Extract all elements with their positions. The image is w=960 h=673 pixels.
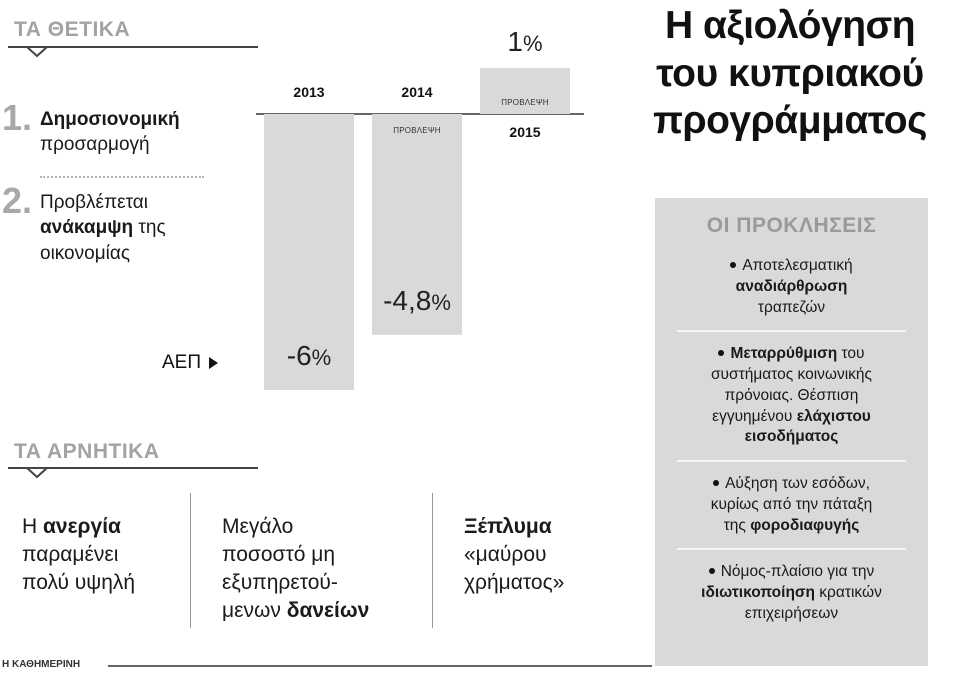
year-label-2015: 2015 <box>509 124 541 140</box>
challenge-2-line2: συστήματος κοινωνικής <box>710 366 873 384</box>
gdp-label-text: ΑΕΠ <box>162 352 202 373</box>
value-label-2013: -6% <box>286 340 332 371</box>
positive-1-number: 1. <box>2 97 33 138</box>
bar-2013 <box>264 114 354 390</box>
gdp-chart: 2013 -6% 2014 ΠΡΟΒΛΕΨΗ -4,8% 2015 ΠΡΟΒΛΕΨΗ 1% <box>256 26 606 400</box>
challenge-4-line3: επιχειρήσεων <box>744 604 839 622</box>
title-line3: προγράμματος <box>653 99 927 143</box>
negative-2-line3: εξυπηρετού- <box>222 570 338 594</box>
year-label-2014: 2014 <box>401 84 433 100</box>
negative-1-bold: ανεργία <box>43 515 121 538</box>
bullet-icon <box>718 350 725 357</box>
negative-2-line4-pre: μενων <box>222 598 287 622</box>
negative-3: Ξέπλυμα «μαύρου χρήματος» <box>464 513 564 597</box>
negative-3-line3: χρήματος» <box>464 570 565 594</box>
challenge-2-line4-pre: εγγυημένου <box>712 407 797 425</box>
positives-notch <box>26 46 48 58</box>
negative-1-pre: Η <box>22 515 43 538</box>
positive-1-rest: προσαρμογή <box>40 134 150 156</box>
negatives-separator-2 <box>432 493 433 628</box>
challenge-2-line5-bold: εισοδήματος <box>744 428 839 446</box>
challenge-2-bold1: Μεταρρύθμιση <box>730 345 838 363</box>
positive-2-text: Προβλέπεται ανάκαμψη της οικονομίας <box>40 190 166 266</box>
challenge-3-line2: κυρίως από την πάταξη <box>710 495 873 513</box>
bullet-icon <box>730 261 737 268</box>
challenge-1-bold: αναδιάρθρωση <box>735 277 848 295</box>
positives-divider <box>8 46 258 48</box>
negative-2: Μεγάλο ποσοστό μη εξυπηρετού- μενων δανε… <box>222 513 369 625</box>
challenge-3-line3-pre: της <box>723 516 751 534</box>
negative-1-line3: πολύ υψηλή <box>22 570 136 594</box>
challenge-4-bold: ιδιωτικοποίηση <box>701 584 815 602</box>
negative-3-line2: «μαύρου <box>464 542 547 566</box>
challenge-2-line4-bold: ελάχιστου <box>796 407 871 425</box>
negatives-notch <box>26 467 48 479</box>
negative-3-bold: Ξέπλυμα <box>464 515 552 538</box>
value-label-2014: -4,8% <box>383 284 451 316</box>
challenge-2-line3: πρόνοιας. Θέσπιση <box>724 386 859 404</box>
challenges-separator <box>677 460 906 463</box>
bullet-icon <box>708 568 715 575</box>
negatives-title: ΤΑ ΑΡΝΗΤΙΚΑ <box>14 440 160 463</box>
challenge-4-line2-rest: κρατικών <box>815 584 882 602</box>
positive-2-line1: Προβλέπεται <box>40 192 149 213</box>
negative-1-line2: παραμένει <box>22 542 119 566</box>
challenges-title: ΟΙ ΠΡΟΚΛΗΣΕΙΣ <box>706 214 877 237</box>
positive-2-number: 2. <box>2 180 33 221</box>
challenge-3-line1: Αύξηση των εσόδων, <box>725 475 870 493</box>
positives-title: ΤΑ ΘΕΤΙΚΑ <box>14 18 131 41</box>
negative-2-bold: δανείων <box>286 598 370 622</box>
positive-2-bold: ανάκαμψη <box>40 217 134 239</box>
challenge-4: Νόμος-πλαίσιο για την ιδιωτικοποίηση κρα… <box>655 562 928 624</box>
bar-2015 <box>480 68 570 114</box>
bar-2014 <box>372 114 462 335</box>
title-line1: Η αξιολόγηση <box>664 4 916 47</box>
negative-1: Η ανεργία παραμένει πολύ υψηλή <box>22 513 135 597</box>
challenges-separator <box>677 548 906 551</box>
positive-2-line3: οικονομίας <box>40 242 130 264</box>
negatives-divider <box>8 467 258 469</box>
page-title: Η αξιολόγηση του κυπριακού προγράμματος <box>630 2 950 145</box>
challenges-separator <box>677 330 906 333</box>
negatives-separator-1 <box>190 493 191 628</box>
gdp-chart-bars <box>256 68 584 390</box>
footer-line <box>108 665 652 667</box>
value-label-2015: 1% <box>507 26 543 57</box>
challenge-3: Αύξηση των εσόδων, κυρίως από την πάταξη… <box>655 474 928 536</box>
challenges-panel: ΟΙ ΠΡΟΚΛΗΣΕΙΣ Αποτελεσματική αναδιάρθρωσ… <box>655 198 928 666</box>
negative-2-line1: Μεγάλο <box>222 515 294 538</box>
challenge-3-bold: φοροδιαφυγής <box>750 516 860 534</box>
forecast-label-2014: ΠΡΟΒΛΕΨΗ <box>393 126 441 135</box>
challenge-1: Αποτελεσματική αναδιάρθρωση τραπεζών <box>655 256 928 318</box>
challenge-4-line1: Νόμος-πλαίσιο για την <box>720 563 875 581</box>
positive-1-bold: Δημοσιονομική <box>40 109 180 130</box>
positive-2-inline: της <box>133 217 166 239</box>
negative-2-line2: ποσοστό μη <box>222 542 336 566</box>
challenge-1-line1: Αποτελεσματική <box>742 257 853 274</box>
challenge-1-line3: τραπεζών <box>757 298 826 316</box>
bullet-icon <box>713 480 720 487</box>
title-line2: του κυπριακού <box>656 51 924 95</box>
positive-1-text: Δημοσιονομική προσαρμογή <box>40 107 180 158</box>
triangle-right-icon <box>209 357 219 369</box>
year-label-2013: 2013 <box>293 84 325 100</box>
challenge-2: Μεταρρύθμιση του συστήματος κοινωνικής π… <box>655 344 928 448</box>
gdp-label: ΑΕΠ <box>162 352 219 374</box>
forecast-label-2015: ΠΡΟΒΛΕΨΗ <box>501 98 549 107</box>
footer-source: Η ΚΑΘΗΜΕΡΙΝΗ <box>2 659 81 670</box>
positives-separator <box>40 176 204 178</box>
challenge-2-line1-rest: του <box>837 345 865 363</box>
